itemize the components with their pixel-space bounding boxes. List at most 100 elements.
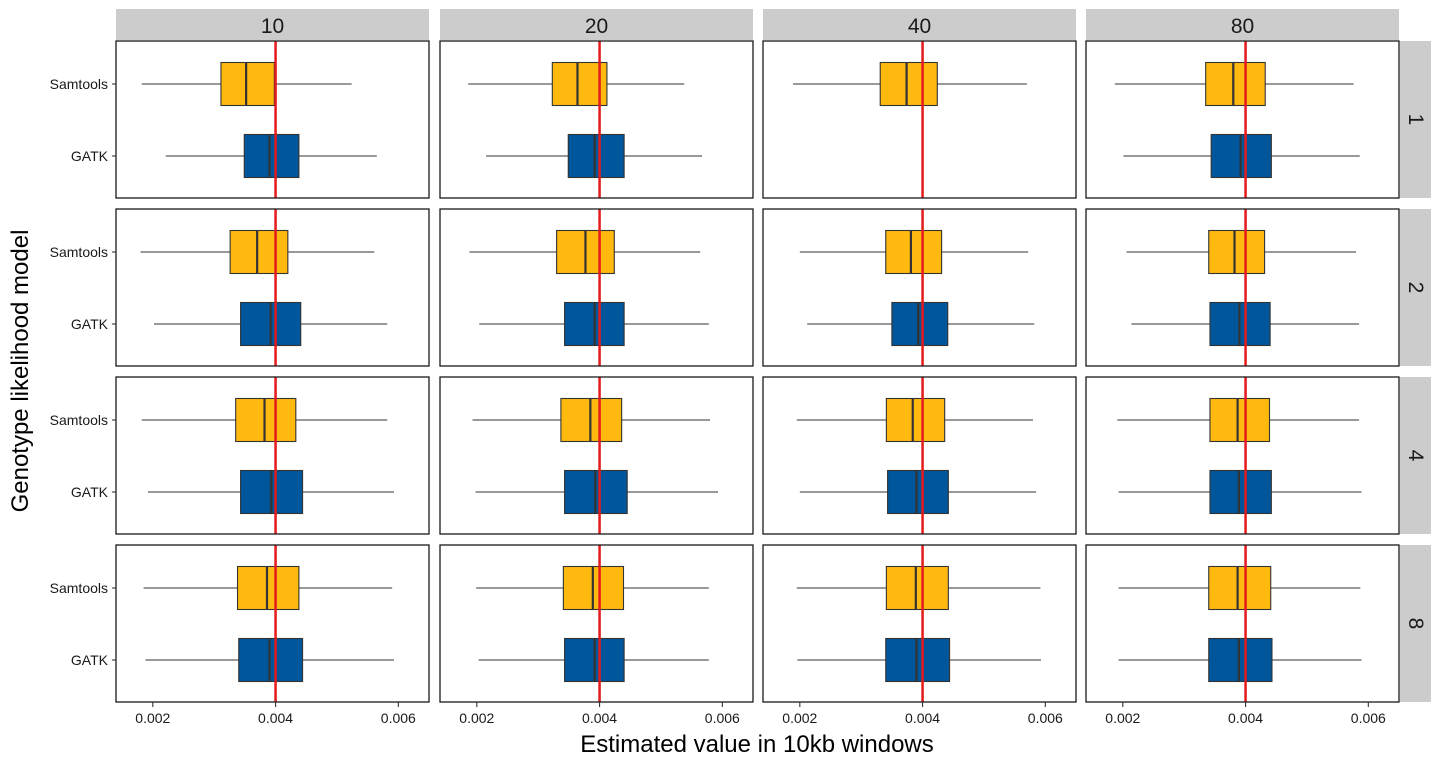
box-gatk bbox=[807, 301, 1035, 347]
col-strip-label-20: 20 bbox=[585, 15, 608, 38]
panel-4-40 bbox=[762, 376, 1077, 535]
panel-2-10 bbox=[115, 208, 430, 367]
y-tick-label-samtools: Samtools bbox=[50, 412, 108, 428]
box-gatk bbox=[154, 301, 388, 347]
axes: Samtools GATK Samtools GATK Samtools GATK Samt… bbox=[50, 76, 1386, 726]
y-tick-label-samtools: Samtools bbox=[50, 580, 108, 596]
box-samtools bbox=[793, 61, 1027, 107]
panel-border bbox=[115, 40, 430, 199]
panel-1-80 bbox=[1085, 40, 1400, 199]
col-strip-20 bbox=[440, 9, 753, 40]
box-samtools bbox=[799, 229, 1029, 275]
col-strip-label-10: 10 bbox=[261, 15, 284, 38]
col-strip-40 bbox=[763, 9, 1076, 40]
x-tick-label: 0.002 bbox=[459, 710, 494, 726]
panel-border bbox=[1085, 544, 1400, 703]
panel-2-20 bbox=[439, 208, 754, 367]
panel-border bbox=[115, 376, 430, 535]
panel-border bbox=[439, 208, 754, 367]
box-iqr bbox=[885, 229, 943, 275]
x-tick-label: 0.002 bbox=[782, 710, 817, 726]
panel-border bbox=[762, 40, 1077, 199]
panel-4-10 bbox=[115, 376, 430, 535]
panel-border bbox=[762, 544, 1077, 703]
facet-panels bbox=[115, 40, 1400, 703]
box-gatk bbox=[486, 133, 703, 179]
x-tick-label: 0.002 bbox=[135, 710, 170, 726]
panel-border bbox=[439, 40, 754, 199]
box-iqr bbox=[551, 61, 608, 107]
row-strip-label-4: 4 bbox=[1404, 450, 1427, 462]
col-strip-10 bbox=[116, 9, 429, 40]
box-samtools bbox=[1126, 229, 1357, 275]
box-iqr bbox=[1209, 397, 1271, 443]
row-strip-2 bbox=[1400, 209, 1431, 366]
box-iqr bbox=[1209, 469, 1272, 515]
box-iqr bbox=[879, 61, 938, 107]
box-gatk bbox=[479, 301, 709, 347]
col-strip-label-40: 40 bbox=[908, 15, 931, 38]
panel-border bbox=[762, 376, 1077, 535]
y-tick-label-samtools: Samtools bbox=[50, 76, 108, 92]
facet-strips: 10 20 40 80 1 2 4 8 bbox=[116, 9, 1431, 702]
box-gatk bbox=[147, 469, 395, 515]
x-tick-label: 0.004 bbox=[1228, 710, 1263, 726]
panel-border bbox=[439, 376, 754, 535]
box-iqr bbox=[567, 133, 625, 179]
box-iqr bbox=[238, 637, 304, 683]
row-strip-label-8: 8 bbox=[1404, 618, 1427, 630]
y-tick-label-gatk: GATK bbox=[71, 652, 109, 668]
box-samtools bbox=[796, 565, 1041, 611]
row-strip-8 bbox=[1400, 545, 1431, 702]
x-tick-label: 0.004 bbox=[582, 710, 617, 726]
row-strip-label-1: 1 bbox=[1404, 114, 1427, 126]
x-tick-label: 0.006 bbox=[381, 710, 416, 726]
box-iqr bbox=[1205, 61, 1266, 107]
box-iqr bbox=[1208, 565, 1272, 611]
x-axis-title: Estimated value in 10kb windows bbox=[580, 731, 934, 758]
box-gatk bbox=[1118, 469, 1362, 515]
box-iqr bbox=[220, 61, 275, 107]
box-iqr bbox=[1208, 229, 1266, 275]
box-gatk bbox=[1118, 637, 1362, 683]
box-samtools bbox=[1118, 565, 1361, 611]
box-gatk bbox=[1123, 133, 1360, 179]
box-iqr bbox=[887, 469, 949, 515]
box-iqr bbox=[235, 397, 297, 443]
col-strip-80 bbox=[1086, 9, 1399, 40]
box-gatk bbox=[475, 469, 719, 515]
box-gatk bbox=[797, 637, 1042, 683]
box-iqr bbox=[236, 565, 300, 611]
box-samtools bbox=[140, 229, 375, 275]
box-samtools bbox=[141, 397, 388, 443]
row-strip-label-2: 2 bbox=[1404, 282, 1427, 294]
box-samtools bbox=[476, 565, 709, 611]
panel-4-80 bbox=[1085, 376, 1400, 535]
panel-2-40 bbox=[762, 208, 1077, 367]
panel-border bbox=[1085, 376, 1400, 535]
panel-8-40 bbox=[762, 544, 1077, 703]
row-strip-4 bbox=[1400, 377, 1431, 534]
panel-8-20 bbox=[439, 544, 754, 703]
x-tick-label: 0.006 bbox=[705, 710, 740, 726]
x-tick-label: 0.004 bbox=[258, 710, 293, 726]
box-gatk bbox=[145, 637, 395, 683]
box-iqr bbox=[885, 397, 946, 443]
box-samtools bbox=[141, 61, 352, 107]
box-iqr bbox=[885, 565, 949, 611]
panel-4-20 bbox=[439, 376, 754, 535]
col-strip-label-80: 80 bbox=[1231, 15, 1254, 38]
row-strip-1 bbox=[1400, 41, 1431, 198]
panel-border bbox=[1085, 208, 1400, 367]
box-iqr bbox=[1208, 637, 1273, 683]
y-axis-title: Genotype likelihood model bbox=[7, 230, 34, 513]
box-samtools bbox=[143, 565, 393, 611]
panel-2-80 bbox=[1085, 208, 1400, 367]
box-gatk bbox=[165, 133, 377, 179]
box-iqr bbox=[243, 133, 300, 179]
x-tick-label: 0.004 bbox=[905, 710, 940, 726]
y-tick-label-gatk: GATK bbox=[71, 484, 109, 500]
panel-border bbox=[439, 544, 754, 703]
box-gatk bbox=[478, 637, 709, 683]
